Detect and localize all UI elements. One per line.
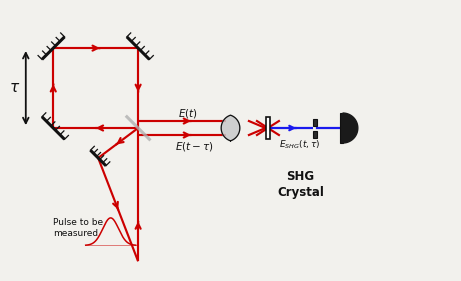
Bar — [266, 117, 270, 139]
Bar — [340, 113, 343, 143]
Bar — [313, 119, 317, 126]
Text: Pulse to be
measured: Pulse to be measured — [53, 218, 103, 238]
Polygon shape — [343, 113, 358, 143]
Text: $\tau$: $\tau$ — [9, 81, 20, 95]
Text: $E(t-\tau)$: $E(t-\tau)$ — [175, 139, 213, 153]
Polygon shape — [221, 115, 240, 141]
Text: $E(t)$: $E(t)$ — [178, 106, 198, 119]
Text: $E_{SHG}(t,\tau)$: $E_{SHG}(t,\tau)$ — [279, 138, 321, 151]
Text: SHG
Crystal: SHG Crystal — [277, 171, 324, 199]
Bar — [313, 130, 317, 137]
